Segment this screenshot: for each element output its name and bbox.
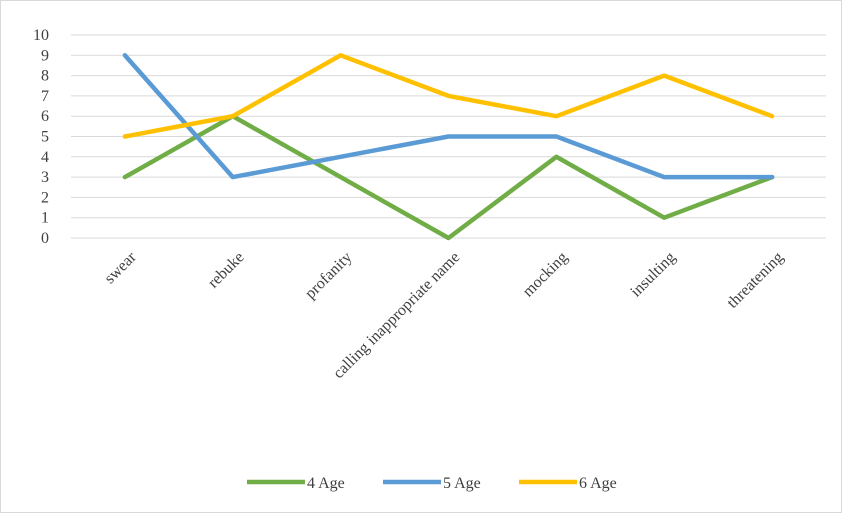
x-category-label: calling inappropriate name bbox=[330, 249, 463, 382]
y-tick-label: 2 bbox=[41, 189, 49, 206]
x-category-label: insulting bbox=[627, 249, 679, 301]
legend-label: 5 Age bbox=[443, 475, 481, 492]
x-category-label: profanity bbox=[302, 249, 355, 302]
legend: 4 Age 5 Age 6 Age bbox=[247, 475, 617, 492]
y-tick-label: 1 bbox=[41, 210, 49, 227]
x-category-label: threatening bbox=[724, 249, 787, 312]
y-tick-label: 4 bbox=[41, 149, 49, 166]
y-tick-label: 9 bbox=[41, 47, 49, 64]
y-tick-label: 8 bbox=[41, 68, 49, 85]
x-category-label: mocking bbox=[520, 249, 572, 301]
y-tick-label: 7 bbox=[41, 88, 49, 105]
y-tick-label: 0 bbox=[41, 230, 49, 247]
y-tick-label: 5 bbox=[41, 129, 49, 146]
series-line-2 bbox=[122, 53, 775, 180]
legend-label: 4 Age bbox=[307, 475, 345, 492]
series-lines bbox=[122, 53, 775, 241]
x-category-label: swear bbox=[101, 248, 140, 287]
series-line-3 bbox=[122, 53, 775, 139]
y-tick-label: 10 bbox=[33, 27, 49, 44]
y-tick-label: 6 bbox=[41, 108, 49, 125]
y-axis-tick-labels: 0 1 2 3 4 5 6 7 8 9 10 bbox=[33, 27, 49, 247]
legend-label: 6 Age bbox=[579, 475, 617, 492]
y-tick-label: 3 bbox=[41, 169, 49, 186]
x-category-label: rebuke bbox=[205, 249, 248, 292]
